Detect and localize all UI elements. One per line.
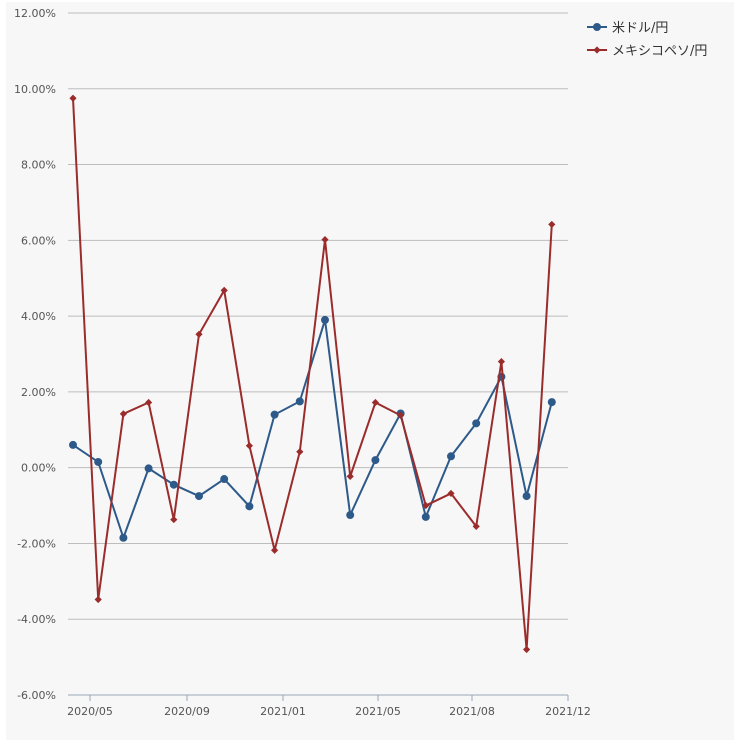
- series-layer: [69, 94, 556, 654]
- data-point[interactable]: [220, 286, 228, 294]
- data-point[interactable]: [94, 457, 103, 466]
- y-tick-label: 0.00%: [21, 462, 56, 475]
- legend-item[interactable]: 米ドル/円: [587, 21, 668, 36]
- y-tick-label: 6.00%: [21, 234, 56, 247]
- data-point[interactable]: [270, 410, 279, 419]
- series-mxn-jpy: [69, 94, 556, 654]
- data-point[interactable]: [547, 398, 556, 407]
- data-point[interactable]: [119, 533, 128, 542]
- data-point[interactable]: [245, 442, 253, 450]
- x-tick-label: 2020/05: [67, 705, 113, 718]
- data-point[interactable]: [321, 235, 329, 244]
- data-point[interactable]: [195, 330, 203, 338]
- data-point[interactable]: [69, 94, 77, 102]
- data-point[interactable]: [472, 419, 481, 428]
- data-point[interactable]: [522, 492, 531, 501]
- y-tick-label: 4.00%: [21, 310, 56, 323]
- data-point[interactable]: [371, 398, 379, 407]
- x-tick-label: 2021/01: [260, 705, 306, 718]
- data-point[interactable]: [346, 511, 355, 520]
- data-point[interactable]: [548, 220, 556, 229]
- data-point[interactable]: [170, 515, 178, 524]
- data-point[interactable]: [271, 546, 279, 554]
- data-point[interactable]: [447, 452, 455, 461]
- x-tick-label: 2020/09: [164, 705, 210, 718]
- data-point[interactable]: [422, 501, 430, 510]
- data-point[interactable]: [144, 464, 153, 473]
- x-tick-label: 2021/05: [355, 705, 401, 718]
- data-point[interactable]: [69, 440, 77, 449]
- x-tick-label: 2021/12: [545, 705, 591, 718]
- data-point[interactable]: [220, 475, 229, 484]
- y-tick-label: 8.00%: [21, 159, 56, 172]
- series-line: [72, 98, 553, 650]
- data-point[interactable]: [472, 522, 480, 530]
- gridlines: [68, 12, 568, 696]
- data-point[interactable]: [295, 397, 304, 406]
- legend-label: 米ドル/円: [612, 21, 668, 36]
- y-tick-label: -2.00%: [17, 537, 56, 550]
- series-line: [72, 319, 553, 541]
- data-point[interactable]: [245, 502, 254, 511]
- y-tick-label: 2.00%: [21, 386, 56, 399]
- y-axis-ticks: 12.00% 10.00% 8.00% 6.00% 4.00% 2.00% 0.00% -2.…: [14, 7, 56, 702]
- data-point[interactable]: [447, 489, 455, 498]
- data-point[interactable]: [497, 357, 505, 366]
- data-point[interactable]: [169, 480, 178, 489]
- x-axis: 2020/05 2020/09 2021/01 2021/05 2021/08 2021/…: [67, 694, 591, 718]
- x-tick-label: 2021/08: [449, 705, 495, 718]
- data-point[interactable]: [523, 645, 531, 654]
- data-point[interactable]: [145, 398, 153, 407]
- data-point[interactable]: [321, 315, 329, 324]
- chart-background: [6, 2, 734, 740]
- y-tick-label: 12.00%: [14, 7, 56, 20]
- data-point[interactable]: [119, 410, 127, 418]
- legend-label: メキシコペソ/円: [612, 44, 707, 59]
- data-point[interactable]: [195, 492, 203, 501]
- data-point[interactable]: [371, 456, 380, 465]
- data-point[interactable]: [94, 595, 102, 604]
- data-point[interactable]: [397, 411, 405, 419]
- data-point[interactable]: [421, 512, 430, 521]
- data-point[interactable]: [296, 448, 304, 456]
- legend-marker: [593, 46, 601, 54]
- y-tick-label: -4.00%: [17, 613, 56, 626]
- legend-item[interactable]: メキシコペソ/円: [587, 44, 707, 59]
- y-tick-label: 10.00%: [14, 83, 56, 96]
- legend-marker: [593, 23, 601, 31]
- y-tick-label: -6.00%: [17, 689, 56, 702]
- data-point[interactable]: [346, 472, 354, 480]
